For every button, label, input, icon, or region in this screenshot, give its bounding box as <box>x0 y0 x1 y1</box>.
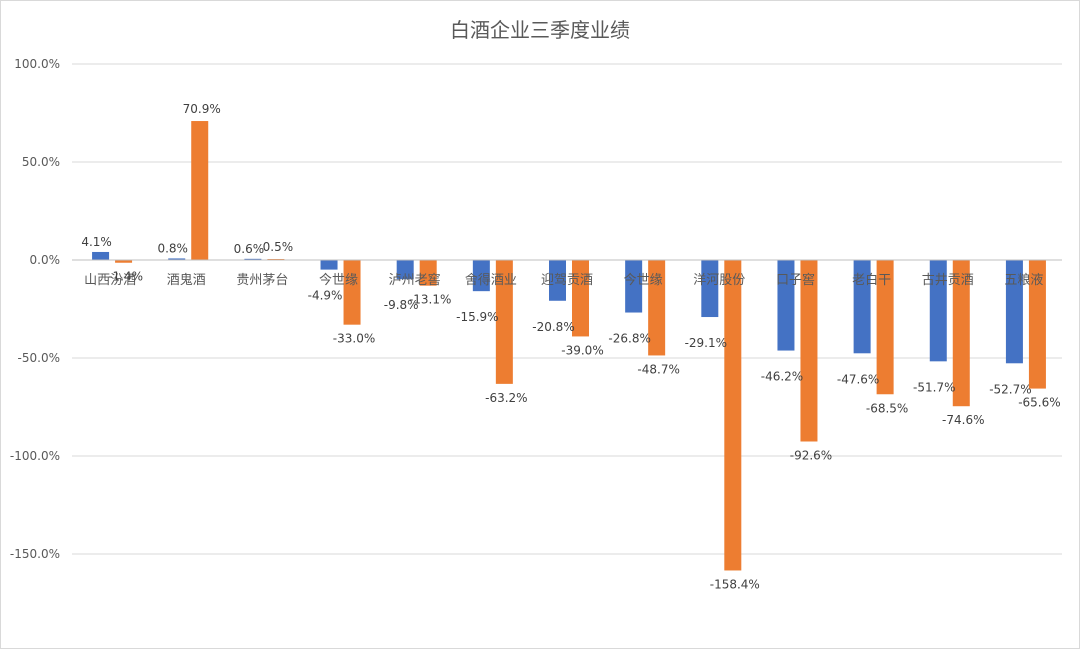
data-label-series1: -47.6% <box>837 372 879 386</box>
category-label: 舍得酒业 <box>465 272 517 288</box>
category-label: 迎驾贡酒 <box>541 273 593 288</box>
data-label-series1: 0.6% <box>234 242 265 256</box>
bar-series2 <box>1028 260 1046 389</box>
category-label: 今世缘 <box>319 272 358 288</box>
bar-series2 <box>724 260 742 571</box>
bar-series1 <box>396 260 414 280</box>
bar-series1 <box>92 251 110 260</box>
data-label-series2: -158.4% <box>710 577 760 591</box>
bar-series2 <box>876 260 894 395</box>
data-label-series1: 0.8% <box>157 241 188 255</box>
bar-series1 <box>853 260 871 354</box>
category-label: 泸州老窖 <box>389 272 441 288</box>
bar-series2 <box>343 260 361 325</box>
bar-series1 <box>701 260 719 318</box>
chart-title: 白酒企业三季度业绩 <box>450 18 630 42</box>
bar-series1 <box>1005 260 1023 364</box>
data-label-series1: -15.9% <box>456 310 498 324</box>
bar-series1 <box>472 260 490 292</box>
bar-series2 <box>115 260 133 263</box>
bar-series2 <box>495 260 513 384</box>
bar-series2 <box>800 260 818 442</box>
data-label-series2: -65.6% <box>1018 396 1060 410</box>
bar-series2 <box>191 121 209 260</box>
data-label-series2: -39.0% <box>561 343 603 357</box>
data-label-series1: -4.9% <box>308 289 343 303</box>
data-label-series2: -74.6% <box>942 413 984 427</box>
category-label: 老白干 <box>852 272 891 288</box>
category-label: 今世缘 <box>624 272 663 288</box>
bar-series2 <box>572 260 589 337</box>
data-label-series2: -68.5% <box>866 401 908 415</box>
category-label: 酒鬼酒 <box>167 272 206 288</box>
category-label: 口子窖 <box>776 272 815 288</box>
bar-series2 <box>648 260 666 356</box>
bar-series1 <box>929 260 947 362</box>
bar-series1 <box>320 260 338 270</box>
data-label-series1: -9.8% <box>384 298 419 312</box>
category-label: 山西汾酒 <box>84 273 136 288</box>
data-label-series2: -13.1% <box>409 293 451 307</box>
data-label-series2: -63.2% <box>485 391 527 405</box>
category-label: 五粮液 <box>1004 273 1043 288</box>
y-tick-label: -100.0% <box>10 449 60 463</box>
data-label-series2: -33.0% <box>333 332 375 346</box>
data-label-series2: 0.5% <box>263 240 294 254</box>
bar-series2 <box>952 260 970 407</box>
y-tick-label: 0.0% <box>30 253 61 267</box>
y-tick-label: -150.0% <box>10 547 60 561</box>
data-label-series2: -92.6% <box>790 448 832 462</box>
data-label-series1: -29.1% <box>685 336 727 350</box>
bar-series1 <box>168 258 186 260</box>
y-tick-label: 50.0% <box>22 155 60 169</box>
category-label: 古井贡酒 <box>922 273 974 288</box>
bar-series1 <box>777 260 795 351</box>
bar-series1 <box>244 258 262 260</box>
data-label-series1: 4.1% <box>81 235 112 249</box>
bar-series1 <box>549 260 566 301</box>
data-label-series1: -46.2% <box>761 370 803 384</box>
data-label-series1: -52.7% <box>989 382 1031 396</box>
y-tick-label: 100.0% <box>14 57 60 71</box>
bar-series2 <box>419 260 437 286</box>
data-label-series2: 70.9% <box>183 102 221 116</box>
y-tick-label: -50.0% <box>18 351 60 365</box>
data-label-series1: -26.8% <box>608 332 650 346</box>
data-label-series2: -1.4% <box>108 270 143 284</box>
category-label: 洋河股份 <box>693 273 745 288</box>
bar-series1 <box>625 260 643 313</box>
data-label-series1: -51.7% <box>913 380 955 394</box>
category-label: 贵州茅台 <box>236 273 288 288</box>
data-label-series2: -48.7% <box>637 362 679 376</box>
data-label-series1: -20.8% <box>532 320 574 334</box>
